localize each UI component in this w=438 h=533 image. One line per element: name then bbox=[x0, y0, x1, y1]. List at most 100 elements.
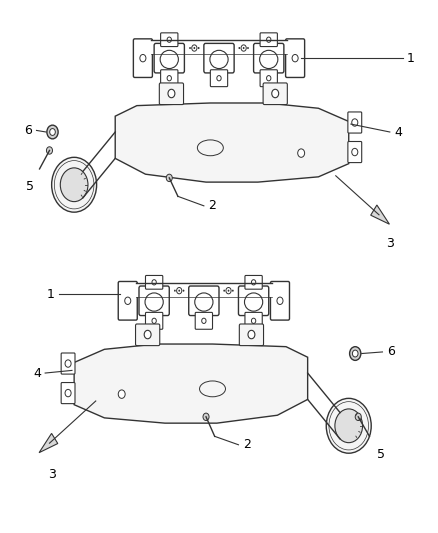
FancyBboxPatch shape bbox=[204, 43, 234, 73]
Circle shape bbox=[189, 47, 191, 49]
FancyBboxPatch shape bbox=[254, 43, 284, 73]
Ellipse shape bbox=[160, 50, 178, 69]
Ellipse shape bbox=[145, 293, 163, 311]
Circle shape bbox=[228, 289, 230, 292]
FancyBboxPatch shape bbox=[134, 39, 152, 77]
Polygon shape bbox=[115, 103, 349, 182]
Circle shape bbox=[125, 297, 131, 304]
FancyBboxPatch shape bbox=[245, 312, 262, 329]
FancyBboxPatch shape bbox=[263, 83, 287, 104]
Text: 2: 2 bbox=[208, 199, 216, 212]
FancyBboxPatch shape bbox=[260, 70, 277, 87]
Circle shape bbox=[60, 168, 88, 201]
Circle shape bbox=[118, 390, 125, 398]
Circle shape bbox=[353, 350, 358, 357]
FancyBboxPatch shape bbox=[61, 383, 75, 403]
Circle shape bbox=[177, 287, 182, 294]
FancyBboxPatch shape bbox=[135, 283, 272, 297]
Circle shape bbox=[140, 54, 146, 62]
Text: 5: 5 bbox=[377, 448, 385, 462]
FancyBboxPatch shape bbox=[135, 324, 160, 345]
Circle shape bbox=[248, 330, 255, 339]
Circle shape bbox=[152, 280, 156, 285]
Text: 4: 4 bbox=[394, 125, 402, 139]
FancyBboxPatch shape bbox=[161, 70, 178, 87]
Circle shape bbox=[267, 37, 271, 42]
Text: 1: 1 bbox=[407, 52, 415, 64]
Circle shape bbox=[152, 318, 156, 324]
Circle shape bbox=[168, 90, 175, 98]
Circle shape bbox=[251, 318, 256, 324]
Circle shape bbox=[238, 47, 240, 49]
Polygon shape bbox=[371, 205, 389, 224]
Polygon shape bbox=[74, 344, 307, 423]
Circle shape bbox=[46, 147, 53, 154]
FancyBboxPatch shape bbox=[139, 286, 169, 316]
Polygon shape bbox=[39, 433, 58, 453]
Circle shape bbox=[167, 76, 171, 81]
Text: 6: 6 bbox=[25, 124, 32, 137]
Circle shape bbox=[65, 390, 71, 397]
Circle shape bbox=[49, 128, 55, 135]
Circle shape bbox=[183, 289, 184, 292]
Ellipse shape bbox=[210, 50, 228, 69]
Circle shape bbox=[243, 47, 244, 49]
Circle shape bbox=[52, 157, 97, 212]
Text: 1: 1 bbox=[47, 288, 55, 301]
FancyBboxPatch shape bbox=[118, 281, 137, 320]
Circle shape bbox=[144, 330, 151, 339]
FancyBboxPatch shape bbox=[260, 33, 277, 46]
FancyBboxPatch shape bbox=[189, 286, 219, 316]
Text: 3: 3 bbox=[49, 468, 57, 481]
FancyBboxPatch shape bbox=[145, 312, 163, 329]
Circle shape bbox=[232, 289, 234, 292]
Circle shape bbox=[202, 318, 206, 324]
Circle shape bbox=[192, 45, 197, 51]
FancyBboxPatch shape bbox=[270, 281, 290, 320]
Circle shape bbox=[226, 287, 231, 294]
Ellipse shape bbox=[244, 293, 263, 311]
FancyBboxPatch shape bbox=[195, 312, 212, 329]
Circle shape bbox=[335, 409, 363, 443]
FancyBboxPatch shape bbox=[286, 39, 304, 77]
FancyBboxPatch shape bbox=[151, 41, 287, 54]
Circle shape bbox=[272, 90, 279, 98]
Text: 6: 6 bbox=[387, 345, 395, 359]
Circle shape bbox=[352, 148, 358, 156]
Circle shape bbox=[355, 413, 361, 421]
FancyBboxPatch shape bbox=[61, 353, 75, 374]
Circle shape bbox=[251, 280, 256, 285]
Circle shape bbox=[223, 289, 225, 292]
Circle shape bbox=[65, 360, 71, 367]
Circle shape bbox=[352, 119, 358, 126]
FancyBboxPatch shape bbox=[145, 276, 163, 289]
Circle shape bbox=[217, 76, 221, 81]
Circle shape bbox=[292, 54, 298, 62]
Circle shape bbox=[166, 174, 172, 182]
FancyBboxPatch shape bbox=[348, 141, 362, 163]
Text: 2: 2 bbox=[243, 438, 251, 451]
FancyBboxPatch shape bbox=[161, 33, 178, 46]
FancyBboxPatch shape bbox=[245, 276, 262, 289]
FancyBboxPatch shape bbox=[238, 286, 269, 316]
Text: 4: 4 bbox=[33, 367, 41, 379]
Circle shape bbox=[194, 47, 195, 49]
Ellipse shape bbox=[195, 293, 213, 311]
Circle shape bbox=[178, 289, 180, 292]
Circle shape bbox=[277, 297, 283, 304]
Text: 5: 5 bbox=[25, 180, 34, 193]
Circle shape bbox=[267, 76, 271, 81]
Circle shape bbox=[203, 413, 209, 421]
Circle shape bbox=[198, 47, 200, 49]
Circle shape bbox=[326, 398, 371, 453]
Text: 3: 3 bbox=[386, 238, 394, 251]
Circle shape bbox=[167, 37, 171, 42]
Circle shape bbox=[174, 289, 176, 292]
FancyBboxPatch shape bbox=[159, 83, 184, 104]
Ellipse shape bbox=[260, 50, 278, 69]
Circle shape bbox=[247, 47, 249, 49]
FancyBboxPatch shape bbox=[210, 70, 228, 87]
Circle shape bbox=[298, 149, 304, 157]
Circle shape bbox=[47, 125, 58, 139]
Circle shape bbox=[350, 346, 361, 360]
